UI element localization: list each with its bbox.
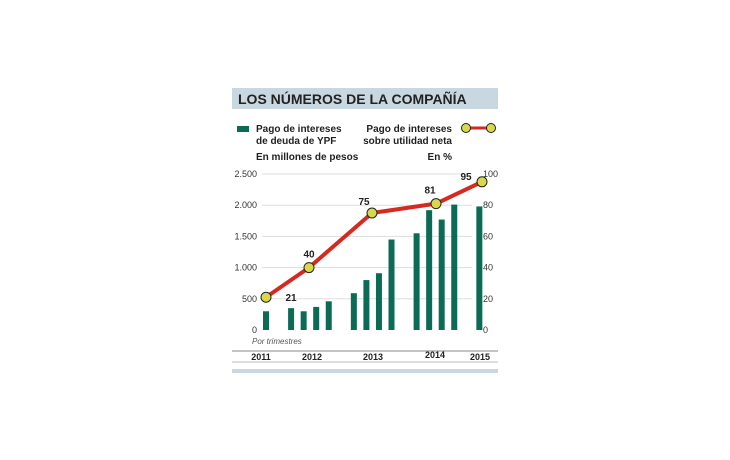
bar [288,308,295,330]
left-tick-label: 500 [242,294,257,304]
left-tick-label: 2.000 [234,200,257,210]
right-tick-label: 60 [483,231,493,241]
legend-line-label-1: Pago de intereses [366,124,452,135]
line-marker [366,207,378,219]
line-data-label: 95 [460,172,472,183]
bar [300,311,307,330]
bar [476,206,483,330]
bar [263,311,269,330]
title-bar [232,88,498,109]
bar [363,280,370,330]
legend-bar-swatch [237,126,249,132]
year-label: 2015 [470,352,490,362]
year-label: 2014 [425,350,445,360]
line-data-label: 81 [424,186,436,197]
line-marker [303,262,315,274]
bottom-band [232,369,498,373]
line-data-label: 21 [285,293,297,304]
left-tick-label: 1.000 [234,263,257,273]
line-marker [476,176,488,188]
left-tick-label: 2.500 [234,169,257,179]
legend-marker-left [461,123,471,133]
right-tick-label: 80 [483,200,493,210]
line-data-label: 75 [358,197,370,208]
bar [325,301,332,330]
right-tick-label: 0 [483,325,488,335]
year-label: 2011 [251,352,271,362]
bar [350,293,357,330]
year-label: 2013 [363,352,383,362]
year-label: 2012 [302,352,322,362]
line-marker [430,198,442,210]
left-tick-label: 1.500 [234,231,257,241]
bar [451,204,458,330]
line-marker [260,291,272,303]
bar [313,306,320,330]
left-tick-label: 0 [252,325,257,335]
left-unit-label: En millones de pesos [256,152,359,163]
note-label: Por trimestres [252,337,302,346]
line-data-label: 40 [303,250,315,261]
legend-line-label-2: sobre utilidad neta [363,136,452,147]
bar [413,233,420,330]
right-tick-label: 20 [483,294,493,304]
right-unit-label: En % [428,152,453,163]
bar [426,210,433,330]
bar [438,219,445,330]
chart-title: LOS NÚMEROS DE LA COMPAÑÍA [238,90,467,107]
legend-bars-label-2: de deuda de YPF [256,136,336,147]
bar [375,273,382,330]
right-tick-label: 100 [483,169,498,179]
legend-marker-right [486,123,496,133]
legend-bars-label-1: Pago de intereses [256,124,342,135]
line-series [264,179,483,299]
bar [388,239,395,330]
right-tick-label: 40 [483,263,493,273]
